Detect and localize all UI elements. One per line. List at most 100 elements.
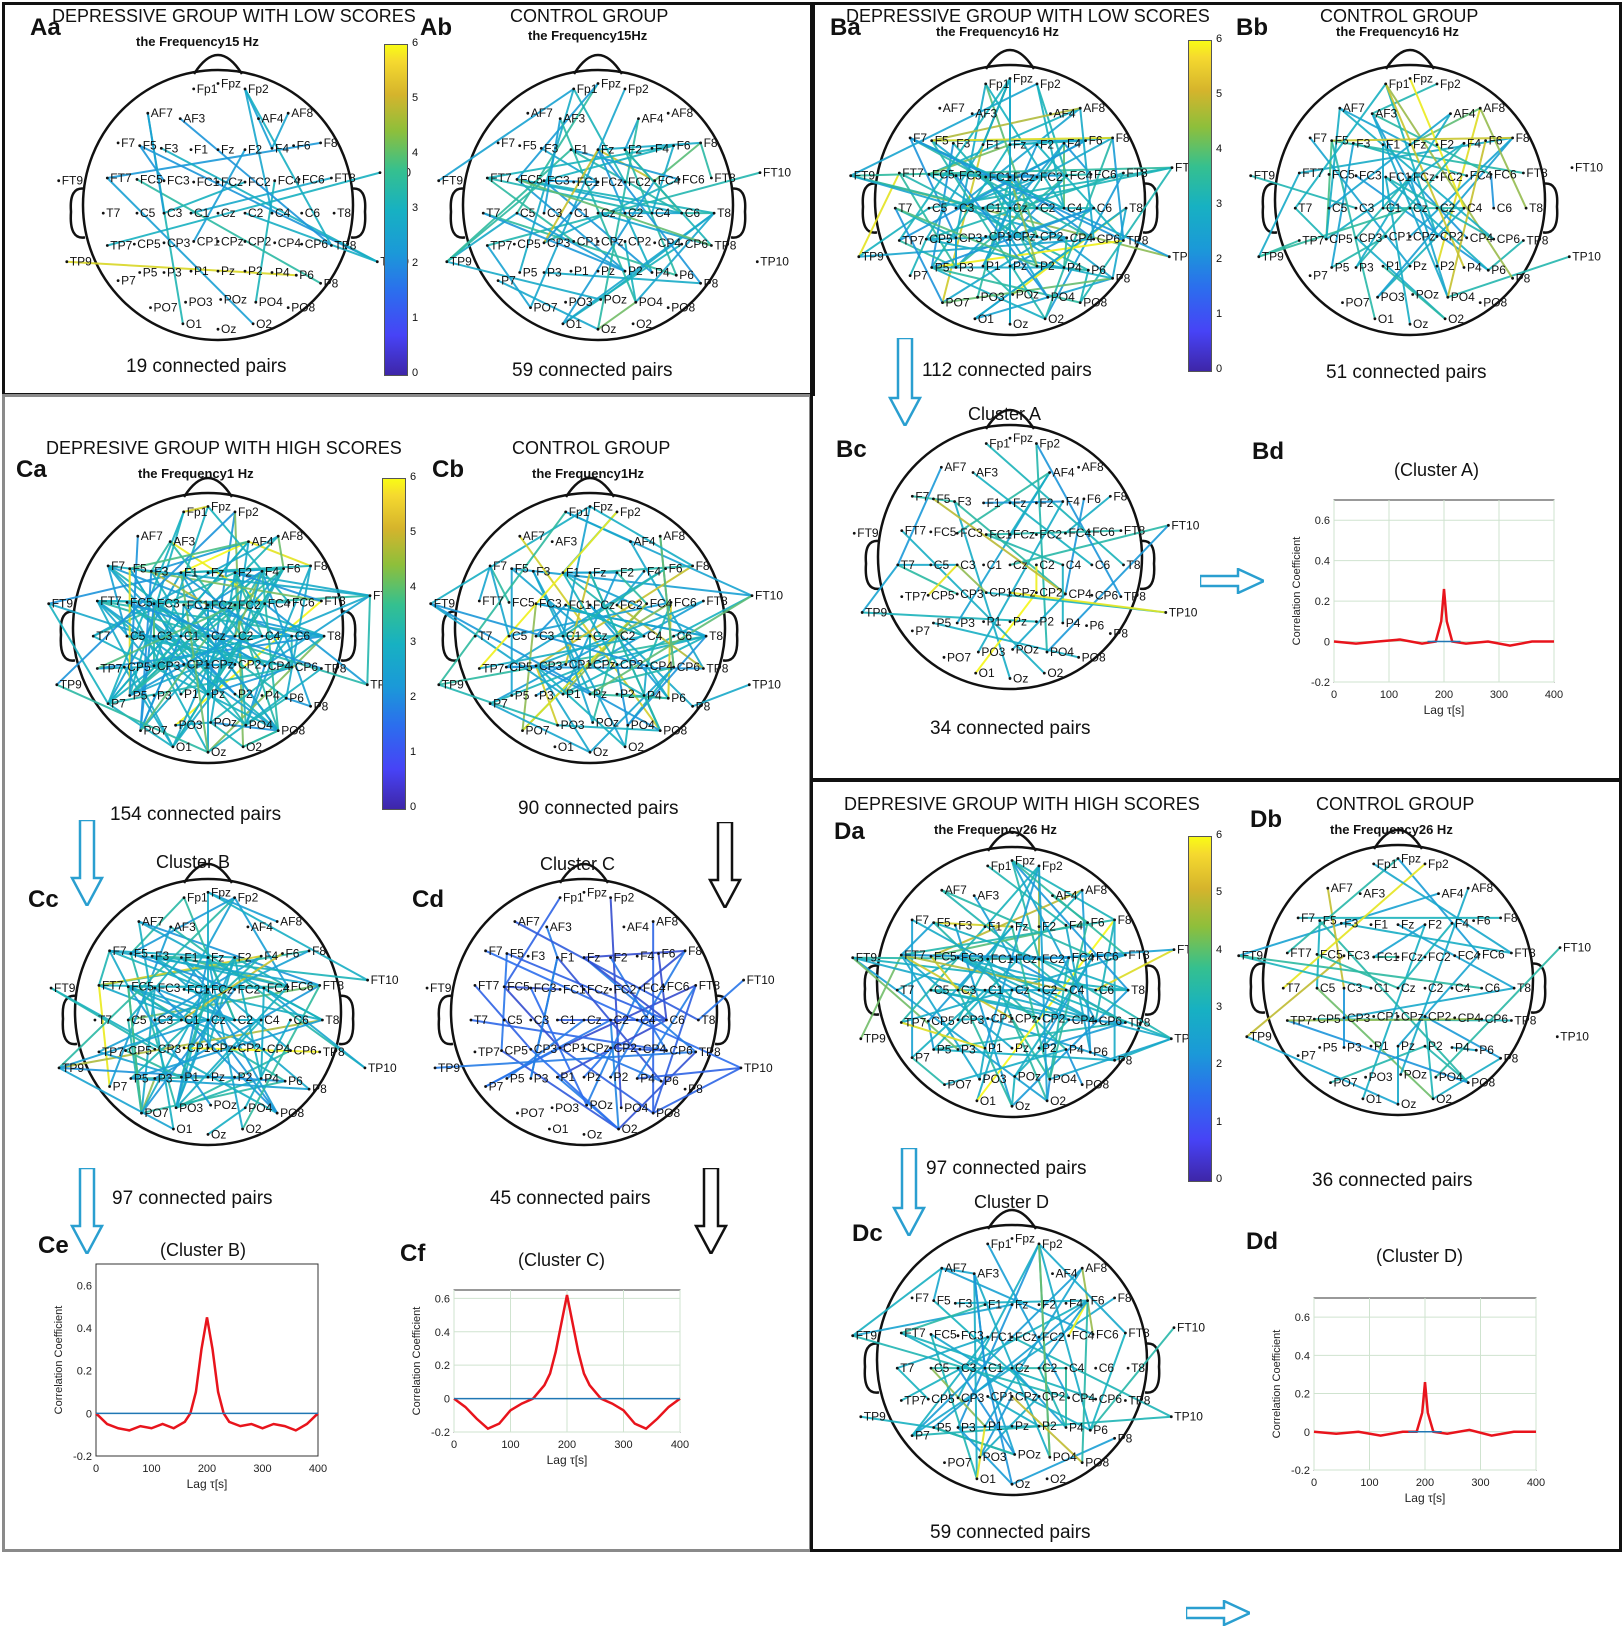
electrode-dot (1312, 1017, 1316, 1021)
electrode-dot (206, 505, 210, 508)
electrode-dot (1013, 1075, 1017, 1078)
connection-line (926, 235, 1038, 241)
connection-line (146, 113, 165, 214)
electrode-dot (1318, 1046, 1322, 1049)
electrode-label: CPz (1015, 1389, 1038, 1403)
electrode-dot (101, 211, 105, 215)
electrode-dot (572, 87, 576, 91)
electrode-dot (1324, 237, 1328, 241)
x-tick-label: 300 (1490, 689, 1508, 701)
electrode-label: CPz (221, 234, 244, 248)
electrode-label: F7 (111, 559, 125, 573)
connection-line (1424, 1045, 1469, 1084)
electrode-label: FC2 (1428, 950, 1451, 964)
electrode-label: P4 (1067, 261, 1082, 275)
electrode-label: TP7 (1302, 234, 1324, 248)
electrode-dot (910, 629, 914, 633)
electrode-label: Fp2 (1040, 77, 1061, 91)
electrode-dot (1080, 888, 1084, 892)
electrode-dot (257, 117, 260, 120)
electrode-label: CP2 (1440, 229, 1464, 243)
connection-line (210, 721, 279, 732)
electrode-label: P7 (915, 1051, 930, 1065)
electrode-dot (758, 171, 762, 175)
electrode-label: CP3 (539, 659, 563, 673)
electrode-label: FC5 (932, 167, 955, 181)
electrode-label: FC4 (1072, 951, 1095, 965)
electrode-dot (572, 240, 576, 243)
electrode-dot (930, 266, 934, 269)
electrode-dot (254, 300, 258, 304)
electrode-dot (1092, 237, 1096, 241)
electrode-label: F5 (937, 1294, 951, 1308)
electrode-label: FC3 (547, 174, 570, 188)
electrode-label: O1 (980, 1094, 996, 1108)
electrode-label: PO7 (534, 301, 558, 315)
electrode-label: AF3 (174, 920, 196, 934)
electrode-dot (1285, 1019, 1289, 1022)
arrow-bc-to-bd (1200, 568, 1264, 594)
electrode-label: PO3 (983, 1072, 1007, 1086)
connection-line (667, 602, 672, 699)
electrode-dot (174, 723, 178, 727)
electrode-dot (609, 1018, 612, 1022)
electrode-label: PO3 (983, 1450, 1007, 1464)
electrode-dot (251, 322, 255, 326)
electrode-dot (330, 176, 333, 180)
electrode-label: PO4 (631, 718, 655, 732)
electrode-label: C5 (520, 206, 536, 220)
electrode-label: T8 (1129, 201, 1143, 215)
electrode-dot (1010, 1046, 1014, 1050)
electrode-dot (1399, 1073, 1403, 1076)
electrode-label: P2 (620, 687, 635, 701)
electrode-label: AF4 (1056, 889, 1078, 903)
electrode-dot (582, 890, 586, 894)
panel-Bc-cluster: Cluster A (968, 404, 1042, 424)
connection-line (651, 145, 675, 214)
nose (1372, 828, 1424, 850)
electrode-label: F5 (1323, 914, 1337, 928)
connection-line (570, 148, 680, 181)
electrode-dot (582, 1132, 586, 1136)
electrode-label: Fpz (1013, 72, 1033, 86)
electrode-label: AF3 (555, 535, 577, 549)
electrode-label: P7 (1301, 1049, 1316, 1063)
connection-line (928, 143, 1011, 176)
electrode-label: C2 (1440, 201, 1456, 215)
electrode-dot (1342, 1046, 1346, 1049)
electrode-label: FC3 (534, 981, 557, 995)
connection-line (1111, 207, 1128, 279)
connection-line (514, 920, 699, 1021)
connection-line (264, 602, 368, 686)
electrode-dot (241, 1127, 244, 1131)
y-tick-label: 0.2 (435, 1360, 450, 1372)
x-tick-label: 400 (671, 1439, 689, 1451)
electrode-label: P7 (121, 274, 136, 288)
panel-Db-frequency: the Frequency26 Hz (1330, 822, 1453, 837)
electrode-label: PO4 (1050, 645, 1074, 659)
electrode-label: CP3 (961, 1013, 985, 1027)
electrode-label: C5 (131, 1013, 147, 1027)
electrode-dot (260, 569, 264, 573)
electrode-dot (1172, 948, 1176, 951)
electrode-dot (596, 269, 600, 273)
connection-line (543, 179, 653, 274)
electrode-dot (556, 1018, 559, 1022)
connection-line (183, 505, 209, 513)
electrode-dot (1051, 1272, 1054, 1275)
electrode-dot (1085, 624, 1088, 628)
electrode-label: FC2 (1042, 952, 1065, 966)
electrode-label: Fp2 (1042, 1237, 1063, 1251)
electrode-label: O2 (1050, 1472, 1066, 1486)
electrode-dot (1010, 988, 1014, 992)
electrode-label: FT9 (1254, 169, 1276, 183)
electrode-dot (1061, 500, 1065, 503)
connection-line (109, 949, 235, 959)
electrode-label: F2 (238, 566, 252, 580)
electrode-label: P2 (238, 1070, 253, 1084)
electrode-label: O2 (622, 1122, 638, 1136)
electrode-dot (262, 1047, 266, 1051)
electrode-label: T7 (96, 629, 110, 643)
electrode-dot (1119, 529, 1123, 532)
electrode-label: FC6 (302, 172, 325, 186)
